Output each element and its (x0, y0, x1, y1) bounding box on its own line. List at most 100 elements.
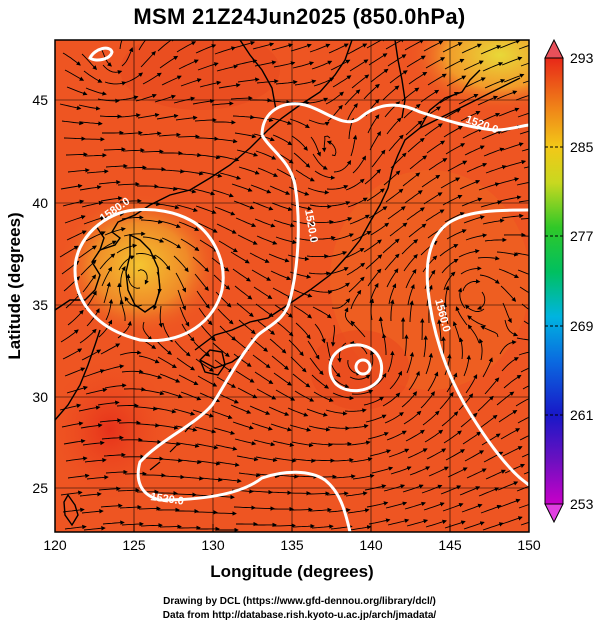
streamline (481, 433, 501, 446)
streamline (308, 119, 330, 126)
streamline (370, 68, 389, 83)
streamline (464, 304, 485, 312)
streamline (388, 283, 397, 305)
streamline (141, 149, 164, 154)
streamline (519, 130, 529, 135)
streamline (464, 450, 485, 462)
streamline (102, 64, 123, 75)
grid (55, 40, 529, 532)
streamline (103, 281, 111, 304)
streamline (332, 233, 354, 241)
streamline (499, 340, 517, 355)
streamline (309, 204, 332, 209)
streamline (180, 78, 202, 87)
streamline (477, 395, 494, 412)
streamline (139, 439, 162, 445)
contour-1560-east (425, 208, 529, 487)
streamline (465, 374, 478, 394)
streamline (84, 153, 107, 158)
streamline (366, 188, 385, 202)
streamline (421, 174, 441, 188)
streamline (367, 268, 382, 287)
streamline (351, 74, 370, 89)
streamline (64, 524, 87, 530)
streamline (404, 190, 423, 204)
streamline (291, 441, 314, 448)
streamline (271, 202, 293, 212)
streamline (80, 423, 103, 429)
streamline (67, 473, 90, 479)
streamline (160, 458, 183, 463)
streamline (83, 369, 105, 378)
streamline (480, 200, 503, 208)
streamline (462, 128, 483, 139)
streamline (428, 158, 448, 171)
y-tick-label: 30 (32, 389, 48, 405)
contour-1580-west (73, 208, 225, 343)
streamline (409, 155, 428, 170)
streamline (161, 237, 182, 249)
colorbar-label: 261 (570, 407, 594, 423)
streamline (463, 215, 485, 224)
streamline (274, 304, 293, 318)
streamline (406, 519, 429, 527)
streamline (253, 286, 273, 299)
streamline (118, 113, 141, 118)
streamline (230, 404, 252, 414)
streamline (520, 62, 529, 67)
streamline (101, 435, 124, 440)
streamline (273, 219, 295, 228)
streamline (402, 172, 421, 187)
streamline (517, 416, 529, 424)
streamline (405, 429, 425, 442)
colorbar-label: 277 (570, 228, 594, 244)
contour-label: 1520.0 (302, 208, 320, 243)
streamline (100, 196, 123, 202)
streamline (326, 140, 337, 157)
streamline (142, 321, 153, 341)
streamline (346, 424, 369, 429)
streamline (62, 507, 85, 513)
streamline (177, 289, 186, 311)
streamline (289, 118, 310, 129)
streamline (86, 475, 109, 480)
streamline (234, 132, 257, 139)
streamline (80, 121, 103, 126)
height-contours (73, 46, 529, 532)
streamline (439, 244, 459, 257)
streamline (427, 73, 447, 86)
streamline (428, 466, 449, 477)
colorbar-label: 253 (570, 496, 594, 512)
streamline (496, 90, 518, 100)
streamline (363, 239, 382, 253)
credit-data: Data from http://database.rish.kyoto-u.a… (162, 610, 437, 621)
streamline (275, 79, 298, 85)
streamline (483, 147, 505, 157)
streamline (236, 455, 259, 462)
streamline (104, 383, 127, 389)
streamline (407, 137, 425, 153)
colorbar-bottom-arrow (544, 503, 564, 524)
streamline (330, 324, 336, 347)
streamline (344, 89, 361, 106)
streamline (292, 61, 315, 69)
streamline (458, 249, 480, 258)
streamline (290, 43, 312, 52)
streamline (174, 340, 191, 357)
streamline (156, 113, 179, 120)
streamline (238, 166, 260, 175)
streamline (386, 268, 399, 288)
streamline (268, 406, 290, 416)
streamline (444, 212, 465, 223)
streamline (307, 187, 330, 195)
streamline (200, 324, 216, 342)
streamline (306, 408, 328, 417)
streamline (424, 123, 443, 137)
streamline (122, 147, 145, 153)
streamline (174, 187, 197, 194)
streamline (85, 87, 107, 96)
streamline (154, 254, 171, 271)
streamline (479, 338, 484, 361)
streamline (137, 184, 159, 189)
streamline (268, 99, 291, 105)
